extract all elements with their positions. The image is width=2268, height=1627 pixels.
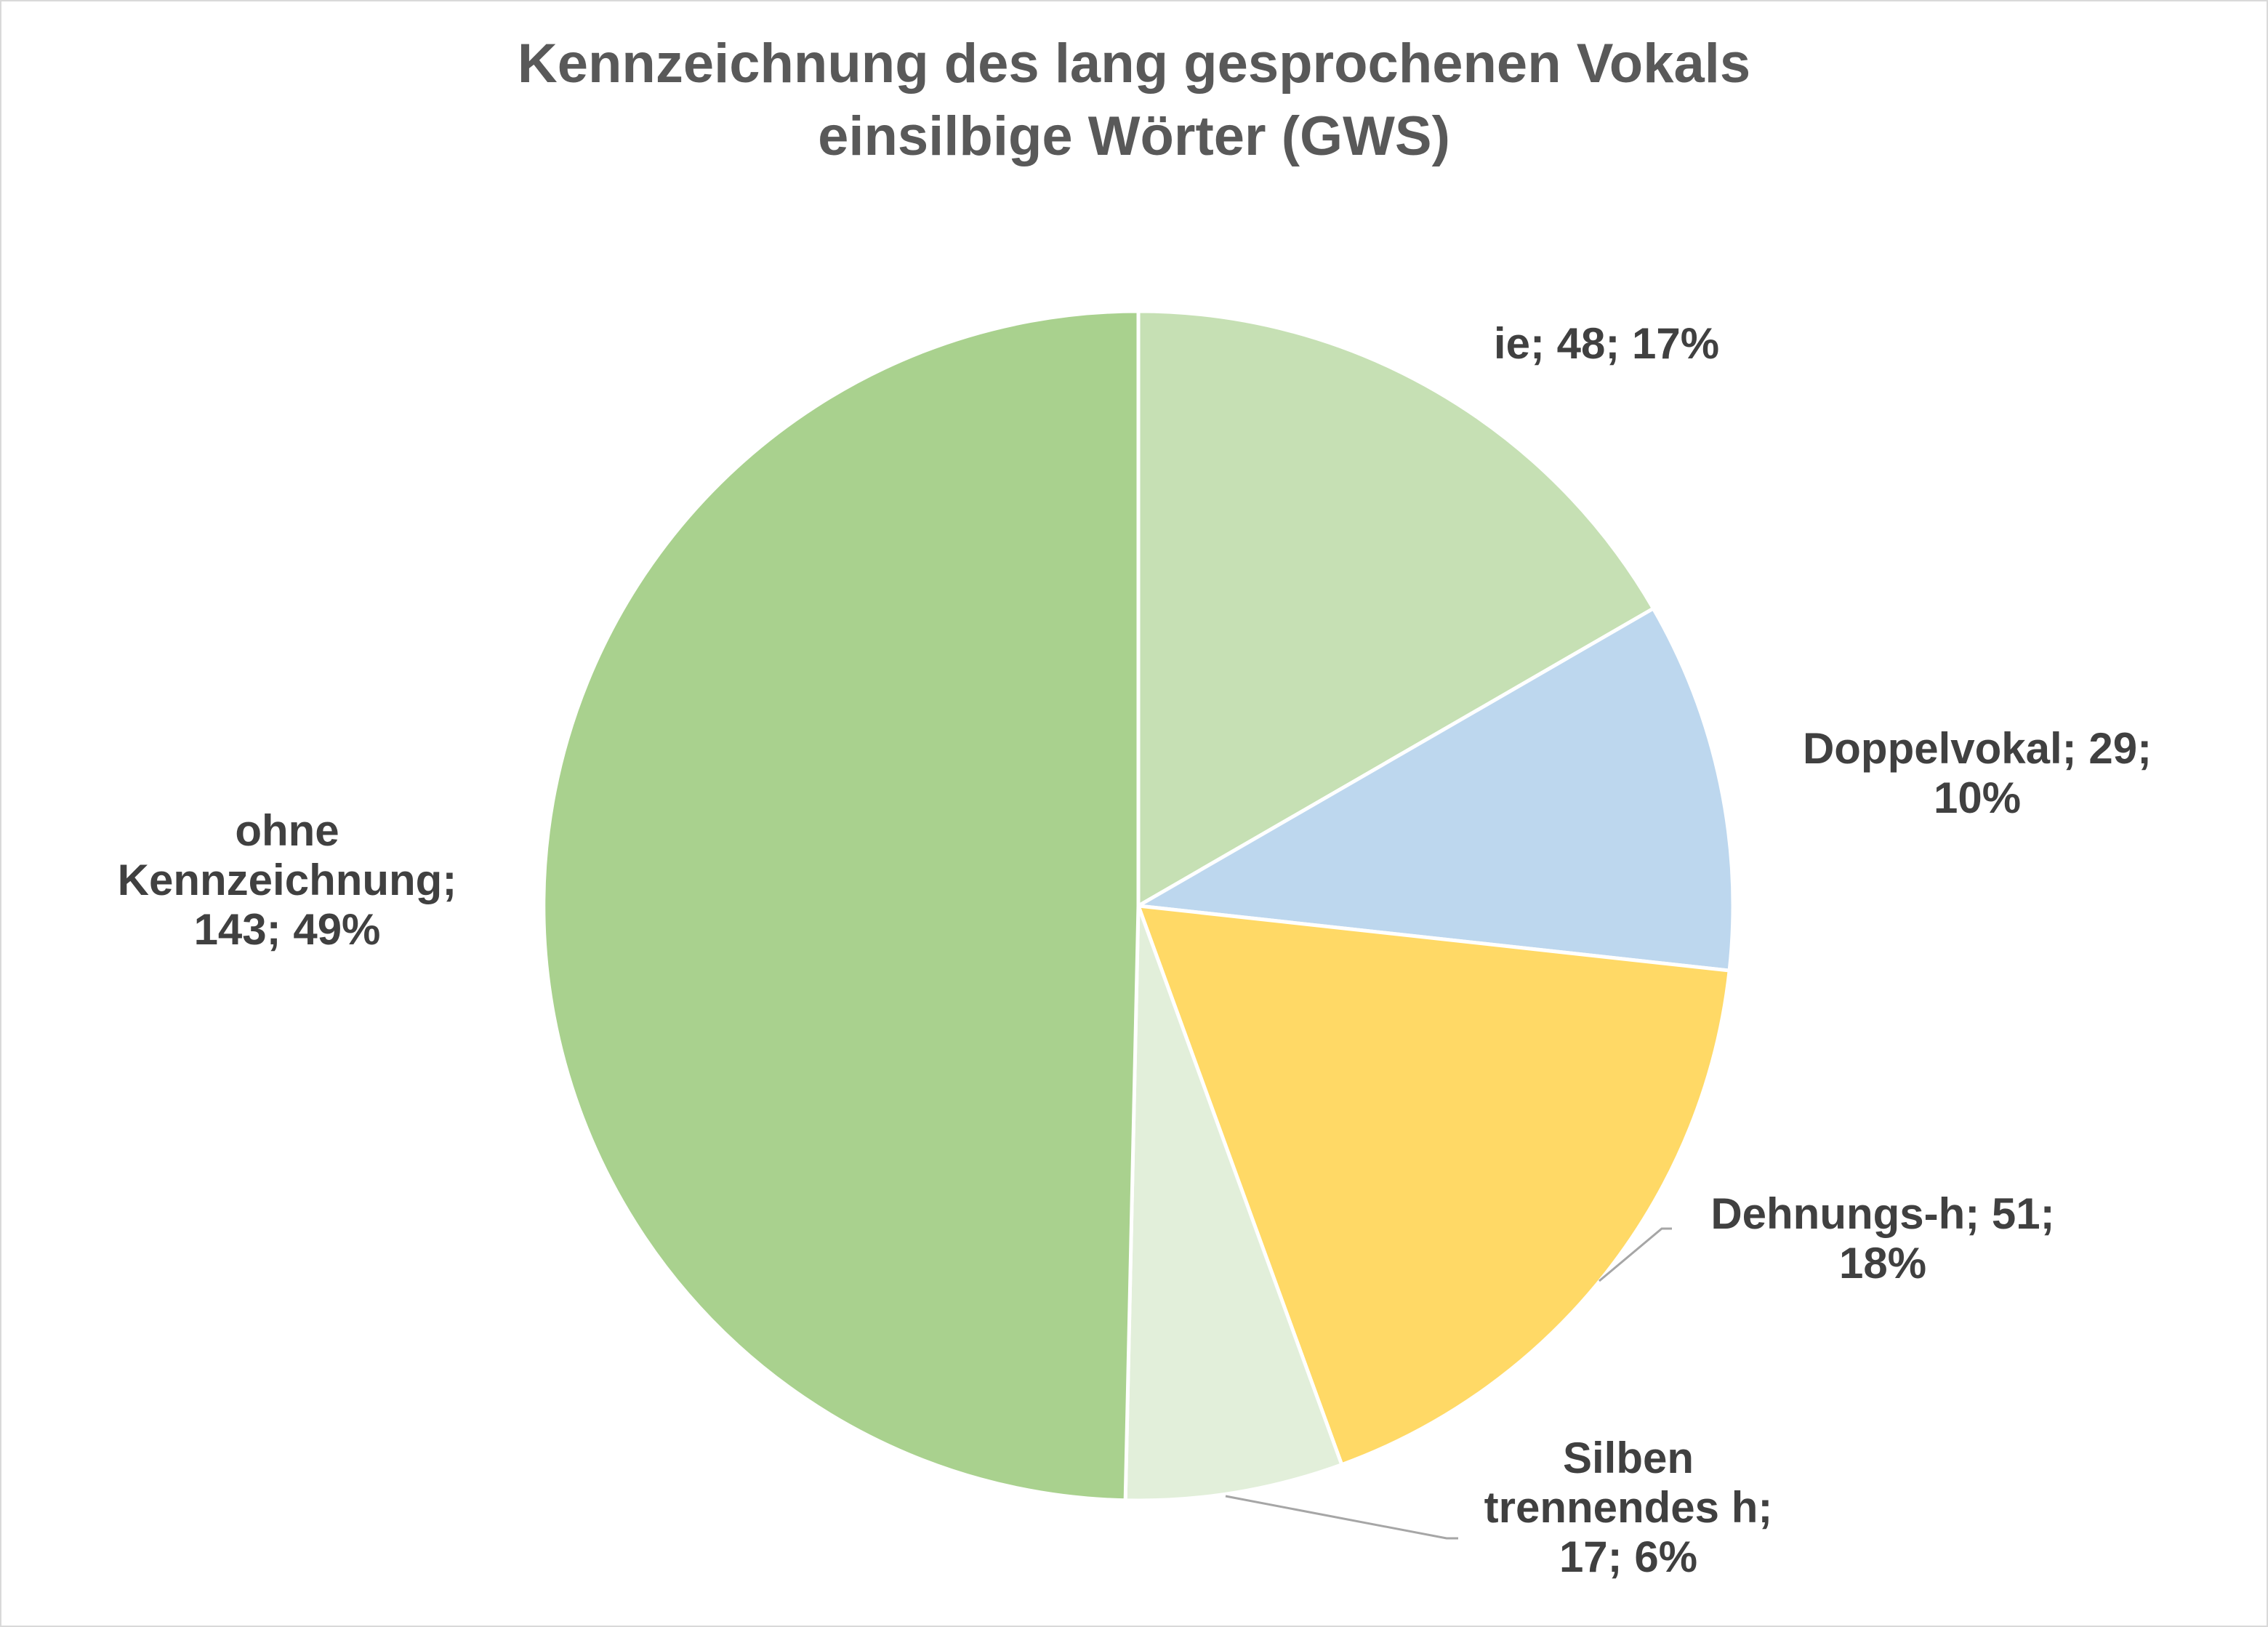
data-label-line: trennendes h; <box>1484 1483 1773 1532</box>
pie-slice-dehnungs-h <box>1136 904 1732 1467</box>
leader-lines <box>1225 1227 1672 1540</box>
data-label-dehnungs-h: Dehnungs-h; 51; 18% <box>1710 1189 2054 1287</box>
data-label-line: Silben <box>1563 1434 1694 1482</box>
chart-title-line-1: Kennzeichnung des lang gesprochenen Voka… <box>517 33 1751 95</box>
pie-slice-doppelvokal <box>1136 606 1735 973</box>
data-label-line: Kennzeichnung; <box>118 856 457 904</box>
data-label-line: 18% <box>1839 1239 1926 1287</box>
data-label-doppelvokal: Doppelvokal; 29; 10% <box>1803 724 2152 822</box>
data-label-silben-trennendes-h: Silben trennendes h; 17; 6% <box>1484 1434 1773 1581</box>
data-label-line: ie; 48; 17% <box>1494 319 1719 368</box>
chart-title-line-2: einsilbige Wörter (GWS) <box>818 105 1450 167</box>
data-label-line: ohne <box>235 806 339 855</box>
pie-slice-ie <box>1136 309 1655 908</box>
data-label-line: 143; 49% <box>194 905 381 954</box>
leader-line-dehnungs-h <box>1599 1227 1672 1282</box>
data-label-line: Doppelvokal; 29; <box>1803 724 2152 773</box>
data-label-line: 17; 6% <box>1559 1532 1697 1581</box>
data-label-line: 10% <box>1934 774 2021 822</box>
data-label-ohne-kennzeichnung: ohne Kennzeichnung; 143; 49% <box>118 806 457 954</box>
data-labels: ie; 48; 17% Doppelvokal; 29; 10% Dehnungs-h… <box>118 319 2152 1581</box>
data-label-ie: ie; 48; 17% <box>1494 319 1719 368</box>
pie-slices <box>542 309 1735 1503</box>
pie-slice-ohne-kennzeichnung <box>542 309 1141 1503</box>
leader-line-silben-trennendes-h <box>1225 1495 1458 1540</box>
data-label-line: Dehnungs-h; 51; <box>1710 1189 2054 1238</box>
pie-slice-silben-trennendes-h <box>1123 904 1344 1503</box>
chart-title: Kennzeichnung des lang gesprochenen Voka… <box>0 28 2268 173</box>
